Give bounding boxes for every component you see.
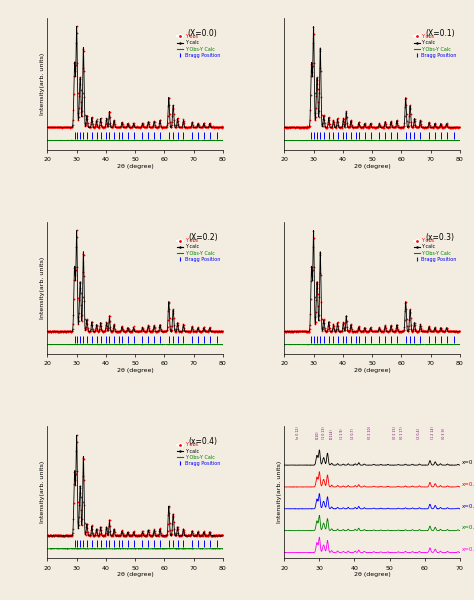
Y-axis label: Intensity(arb. units): Intensity(arb. units) <box>40 53 45 115</box>
Legend: Y obs, Y calc, Y Obs-Y Calc, Bragg Position: Y obs, Y calc, Y Obs-Y Calc, Bragg Posit… <box>176 34 220 58</box>
Text: (e 0 12): (e 0 12) <box>296 427 301 439</box>
Text: x=0: x=0 <box>462 460 473 465</box>
Legend: Y obs, Y calc, Y Obs-Y Calc, Bragg Position: Y obs, Y calc, Y Obs-Y Calc, Bragg Posit… <box>413 34 457 58</box>
X-axis label: 2θ (degree): 2θ (degree) <box>354 164 391 169</box>
Text: (X=0.1): (X=0.1) <box>425 29 455 38</box>
Legend: Y obs, Y calc, Y Obs-Y Calc, Bragg Position: Y obs, Y calc, Y Obs-Y Calc, Bragg Posit… <box>413 238 457 262</box>
X-axis label: 2θ (degree): 2θ (degree) <box>354 368 391 373</box>
Text: x=0.1: x=0.1 <box>462 482 474 487</box>
Text: (1 2 14): (1 2 14) <box>431 427 436 439</box>
Text: (0114): (0114) <box>330 428 334 439</box>
Text: (0 2 10): (0 2 10) <box>368 427 372 439</box>
Y-axis label: Intensity(arb. units): Intensity(arb. units) <box>40 461 45 523</box>
Text: (0 3 9): (0 3 9) <box>442 428 446 439</box>
Y-axis label: Intensity(arb. units): Intensity(arb. units) <box>276 461 282 523</box>
X-axis label: 2θ (degree): 2θ (degree) <box>117 368 154 373</box>
Text: (0 1 17): (0 1 17) <box>400 427 404 439</box>
Text: (2 0,4): (2 0,4) <box>418 428 421 439</box>
Text: (X=0.2): (X=0.2) <box>188 233 218 242</box>
Text: x=0.3: x=0.3 <box>462 526 474 530</box>
Y-axis label: Intensity(arb. units): Intensity(arb. units) <box>40 257 45 319</box>
Text: (1 0 13): (1 0 13) <box>321 427 326 439</box>
Text: (110): (110) <box>316 431 319 439</box>
Text: x=0.4: x=0.4 <box>462 547 474 553</box>
Legend: Y obs, Y calc, Y Obs-Y Calc, Bragg Position: Y obs, Y calc, Y Obs-Y Calc, Bragg Posit… <box>176 442 220 467</box>
Text: (1 1 9): (1 1 9) <box>340 428 344 439</box>
X-axis label: 2θ (degree): 2θ (degree) <box>117 572 154 577</box>
Legend: Y obs, Y calc, Y Obs-Y Calc, Bragg Position: Y obs, Y calc, Y Obs-Y Calc, Bragg Posit… <box>176 238 220 262</box>
Text: (0 2 15): (0 2 15) <box>393 427 397 439</box>
Text: (x=0.3): (x=0.3) <box>426 233 455 242</box>
Text: x=0.2: x=0.2 <box>462 503 474 509</box>
Text: (2 0,7): (2 0,7) <box>351 428 355 439</box>
Text: (X=0.0): (X=0.0) <box>188 29 218 38</box>
X-axis label: 2θ (degree): 2θ (degree) <box>117 164 154 169</box>
Text: (x=0.4): (x=0.4) <box>189 437 218 446</box>
X-axis label: 2θ (degree): 2θ (degree) <box>354 572 391 577</box>
